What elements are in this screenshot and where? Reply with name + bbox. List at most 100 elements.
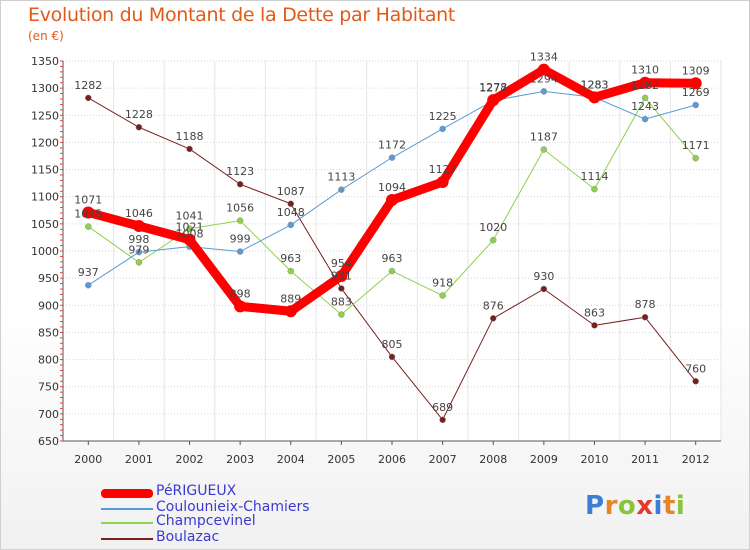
data-point — [135, 123, 143, 131]
legend-swatch — [101, 538, 153, 540]
data-point — [386, 193, 398, 206]
data-point — [692, 101, 699, 109]
chart-title: Evolution du Montant de la Dette par Hab… — [28, 4, 456, 26]
data-point — [236, 248, 244, 255]
x-tick-label: 2011 — [631, 453, 659, 466]
data-label: 1310 — [631, 64, 659, 77]
data-label: 1188 — [176, 130, 204, 143]
data-label: 1278 — [479, 81, 507, 94]
data-point — [236, 180, 244, 188]
data-point — [588, 91, 601, 104]
data-point — [85, 94, 92, 102]
data-point — [338, 285, 345, 292]
y-tick-label: 1200 — [31, 136, 59, 149]
y-tick-label: 1000 — [31, 245, 59, 258]
data-point — [338, 311, 345, 318]
data-point — [692, 378, 699, 385]
data-point — [388, 353, 396, 361]
data-point — [335, 269, 348, 282]
legend-label: PéRIGUEUX — [156, 483, 237, 499]
data-label: 1021 — [176, 221, 204, 234]
data-label: 1123 — [226, 165, 254, 178]
data-label: 999 — [230, 233, 251, 246]
data-point — [489, 236, 497, 244]
data-label: 1187 — [530, 130, 558, 143]
data-label: 883 — [331, 296, 352, 309]
logo-letter: i — [653, 491, 663, 521]
x-tick-label: 2001 — [125, 453, 153, 466]
data-point — [388, 154, 396, 161]
data-label: 689 — [432, 401, 453, 414]
data-label: 954 — [331, 257, 352, 270]
data-label: 1041 — [176, 210, 204, 223]
data-label: 979 — [128, 243, 149, 256]
data-point — [186, 145, 193, 153]
data-label: 889 — [280, 292, 301, 305]
legend-swatch — [101, 522, 153, 524]
data-point — [135, 248, 143, 256]
data-label: 898 — [230, 287, 251, 300]
data-label: 1048 — [277, 206, 305, 219]
data-label: 1172 — [378, 139, 406, 152]
data-point — [183, 233, 196, 246]
data-label: 1087 — [277, 185, 305, 198]
x-tick-label: 2003 — [226, 453, 254, 466]
data-label: 1309 — [682, 64, 710, 77]
data-label: 878 — [635, 298, 656, 311]
data-point — [287, 267, 295, 275]
data-label: 1114 — [580, 170, 608, 183]
data-label: 876 — [483, 299, 504, 312]
y-tick-label: 1250 — [31, 109, 59, 122]
y-tick-label: 1350 — [31, 55, 59, 68]
data-label: 963 — [280, 252, 301, 265]
data-label: 963 — [382, 252, 403, 265]
data-point — [85, 223, 92, 230]
x-tick-label: 2002 — [176, 453, 204, 466]
data-label: 760 — [685, 362, 706, 375]
x-tick-label: 2012 — [682, 453, 710, 466]
data-point — [135, 259, 143, 266]
data-point — [540, 88, 548, 95]
plot-area — [63, 61, 721, 441]
proxiti-logo: Proxiti — [585, 491, 685, 521]
data-label: 1282 — [74, 79, 102, 92]
data-label: 937 — [78, 266, 99, 279]
data-point — [287, 200, 295, 208]
data-label: 1071 — [74, 193, 102, 206]
x-tick-label: 2005 — [327, 453, 355, 466]
data-point — [236, 217, 244, 224]
y-tick-label: 700 — [38, 408, 59, 421]
data-label: 1127 — [429, 163, 457, 176]
data-point — [591, 322, 598, 329]
data-label: 1228 — [125, 108, 153, 121]
data-label: 1056 — [226, 202, 254, 215]
y-tick-label: 850 — [38, 326, 59, 339]
data-point — [436, 176, 449, 189]
chart-subtitle: (en €) — [28, 29, 64, 43]
legend-label: Coulounieix-Chamiers — [156, 499, 310, 515]
data-label: 1171 — [682, 139, 710, 152]
data-point — [641, 94, 649, 102]
y-tick-label: 1300 — [31, 82, 59, 95]
data-label: 930 — [533, 270, 554, 283]
data-point — [641, 115, 649, 123]
data-point — [487, 94, 500, 107]
data-point — [439, 292, 446, 299]
data-point — [439, 416, 446, 424]
y-tick-label: 950 — [38, 272, 59, 285]
data-label: 1283 — [580, 78, 608, 91]
data-label: 1113 — [327, 171, 355, 184]
data-point — [338, 186, 345, 193]
data-label: 1334 — [530, 51, 558, 64]
data-label: 863 — [584, 306, 605, 319]
logo-letter: t — [662, 491, 676, 521]
data-point — [439, 125, 446, 133]
data-point — [689, 77, 702, 90]
data-point — [85, 281, 92, 289]
data-label: 1282 — [631, 79, 659, 92]
x-tick-label: 2000 — [74, 453, 102, 466]
data-label: 998 — [128, 233, 149, 246]
data-point — [388, 267, 396, 275]
line-chart: 650 700 750 800 850 900 950 1000 1050 1100 1150 120… — [31, 51, 722, 466]
